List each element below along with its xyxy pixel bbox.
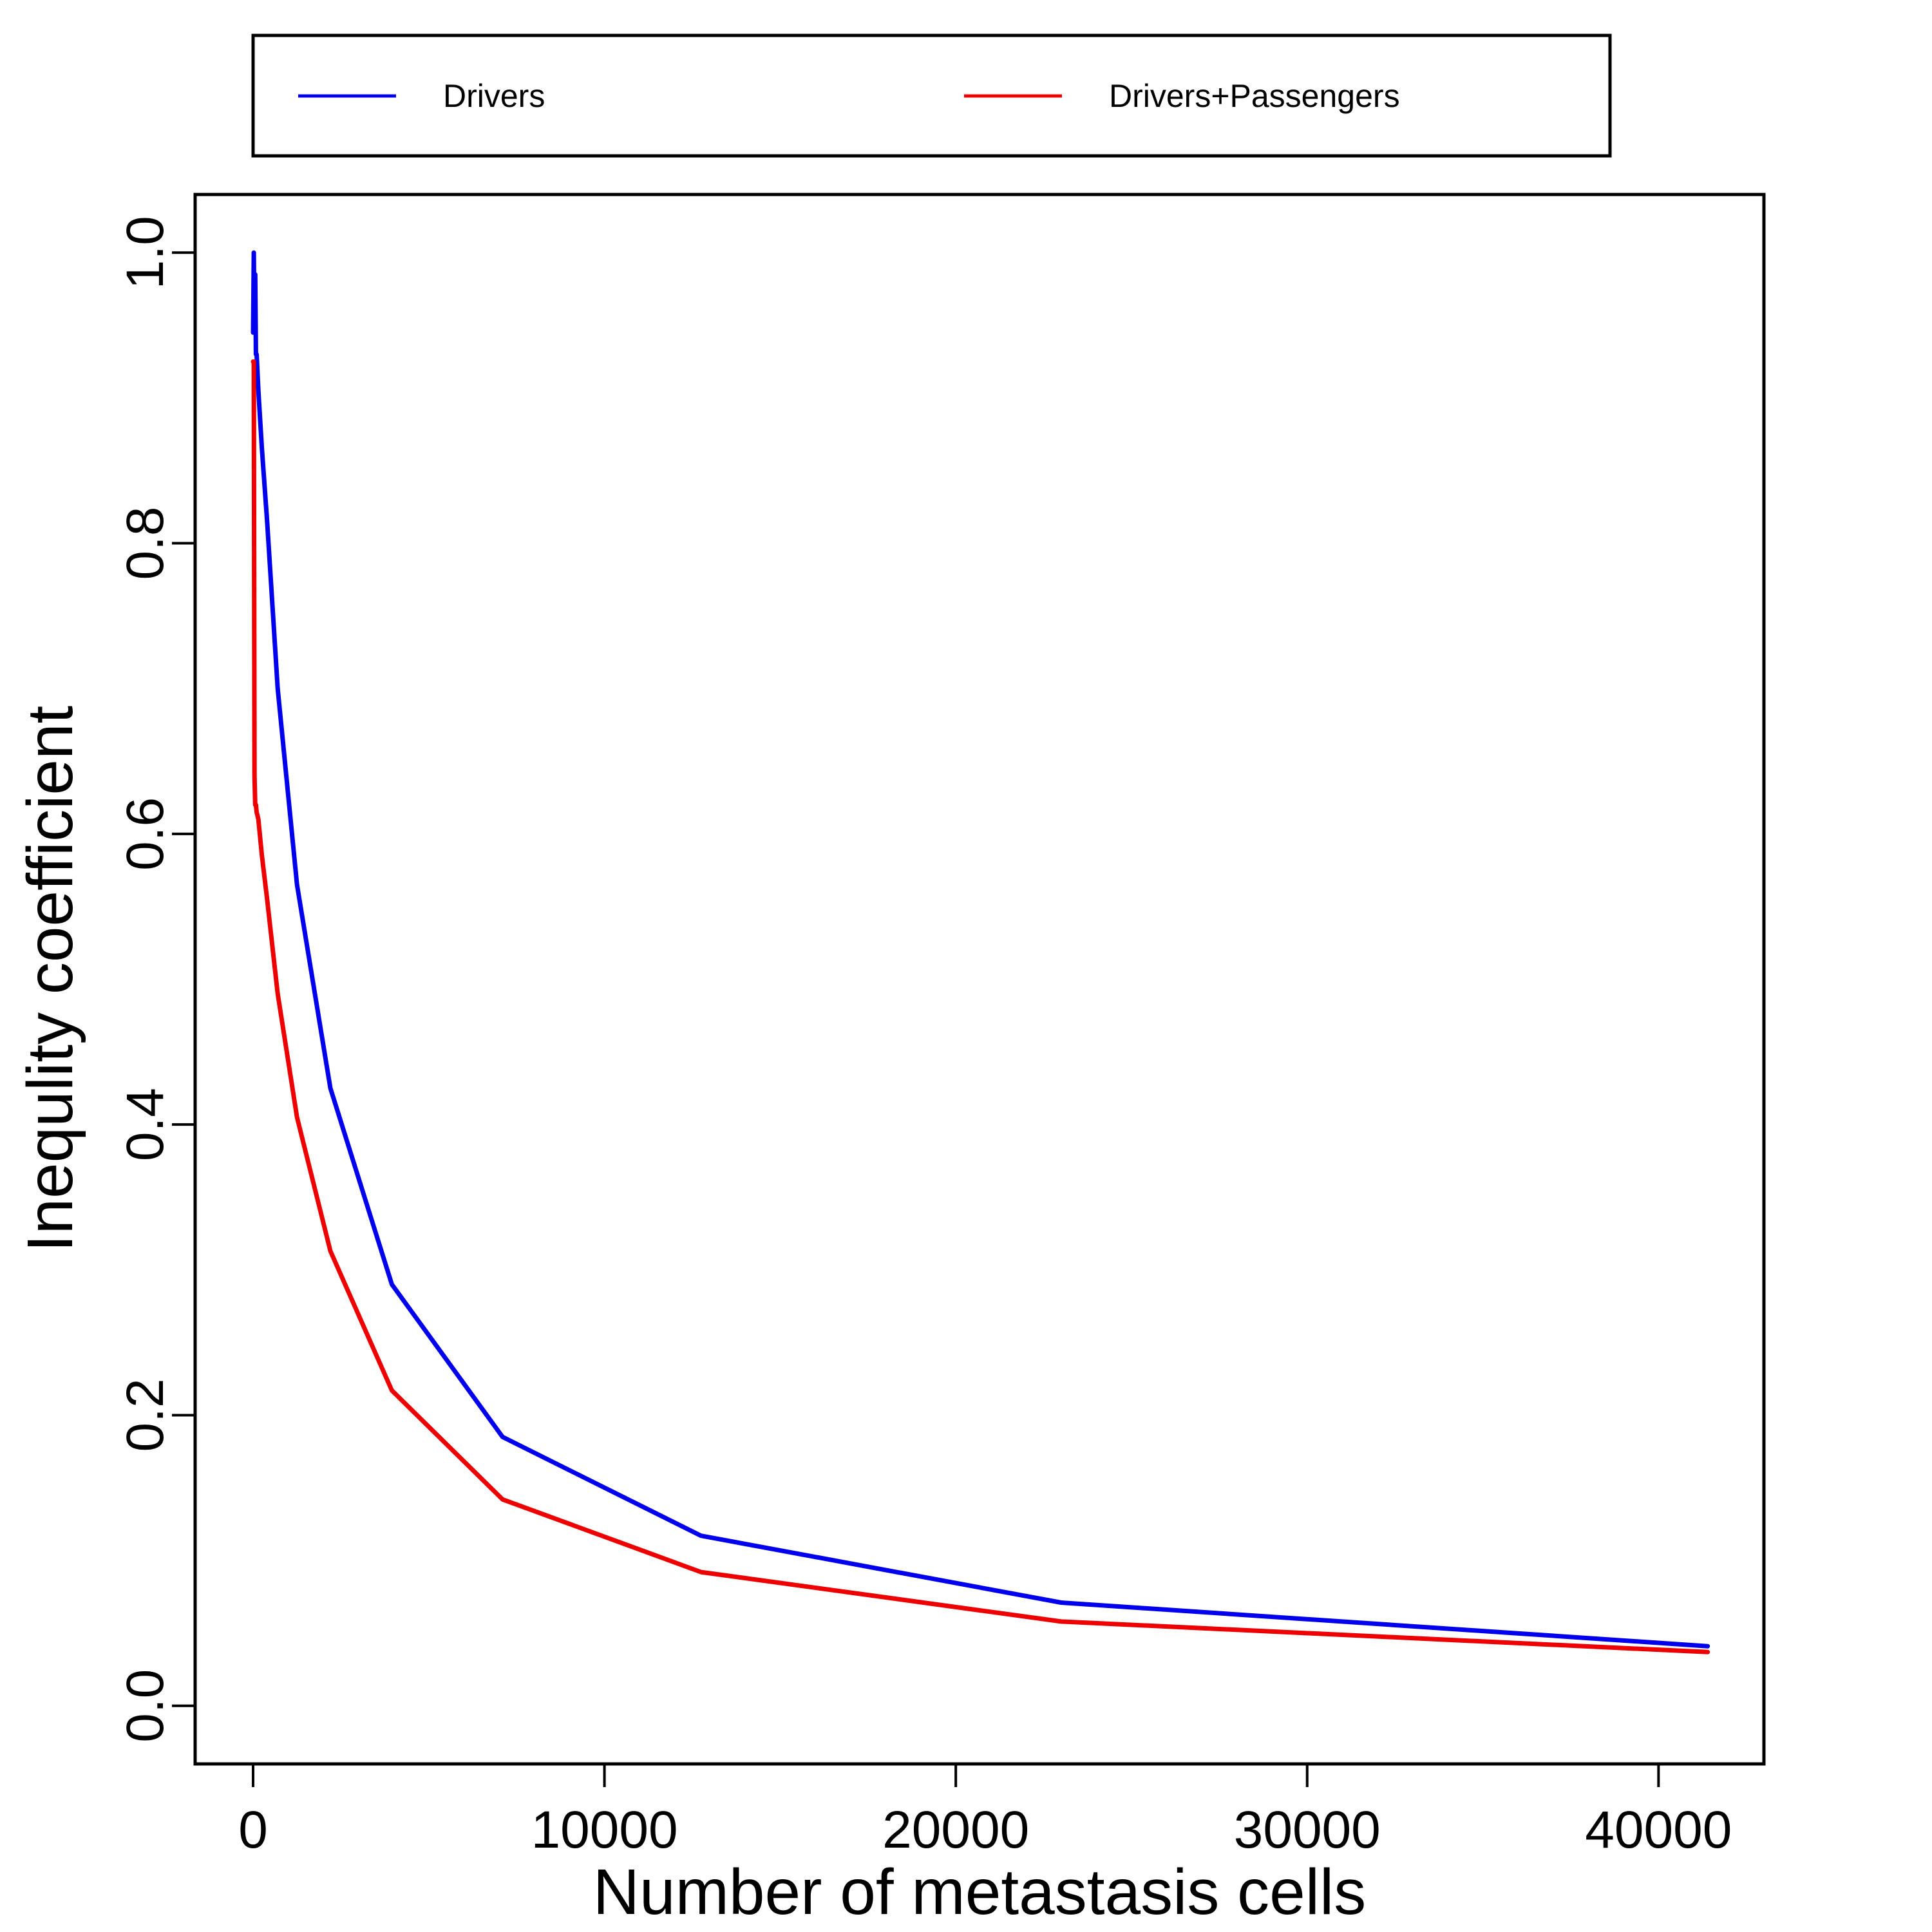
x-tick-label: 0 [238,1801,268,1859]
y-tick-label: 0.8 [116,507,175,580]
y-tick-label: 1.0 [116,216,175,289]
x-axis-title: Number of metastasis cells [593,1856,1366,1928]
series-line-drivers [251,250,1710,1649]
y-axis: 0.0 0.2 0.4 0.6 0.8 1.0 [116,216,195,1743]
series-line-drivers-passengers [251,359,1710,1654]
y-tick-label: 0.6 [116,797,175,871]
legend-box [251,33,1612,158]
x-tick-label: 40000 [1585,1801,1732,1859]
legend-label-drivers-passengers: Drivers+Passengers [1109,78,1400,114]
y-tick-label: 0.4 [116,1088,175,1161]
y-tick-label: 0.0 [116,1669,175,1743]
y-axis-title: Inequlity coefficient [14,705,86,1252]
x-tick-label: 10000 [531,1801,678,1859]
x-tick-label: 30000 [1234,1801,1381,1859]
plot-frame [193,193,1766,1766]
y-tick-label: 0.2 [116,1378,175,1452]
legend-label-drivers: Drivers [443,78,545,114]
series-layer [251,250,1710,1654]
x-tick-label: 20000 [882,1801,1029,1859]
legend: Drivers Drivers+Passengers [251,33,1612,158]
x-axis: 0 10000 20000 30000 40000 [238,1763,1732,1859]
